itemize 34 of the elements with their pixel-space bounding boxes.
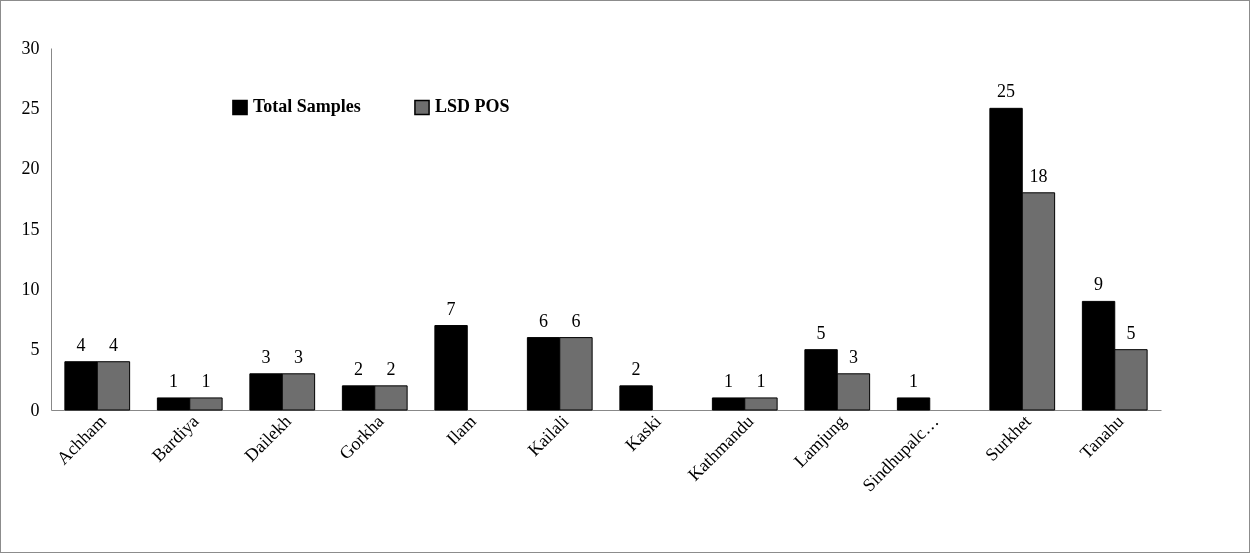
data-label: 7 <box>446 298 456 319</box>
data-label: 5 <box>1126 322 1136 343</box>
legend-label: LSD POS <box>435 96 510 117</box>
data-label: 3 <box>848 346 858 367</box>
legend-label: Total Samples <box>253 96 361 117</box>
data-label: 3 <box>261 346 271 367</box>
data-label: 6 <box>539 310 549 331</box>
data-label: 2 <box>386 358 396 379</box>
data-label: 6 <box>571 310 581 331</box>
data-label: 1 <box>724 370 734 391</box>
data-label: 1 <box>909 370 919 391</box>
y-tick-label: 30 <box>21 37 40 58</box>
bar <box>619 385 653 411</box>
data-label: 3 <box>293 346 303 367</box>
y-tick-label: 10 <box>21 278 40 299</box>
data-label: 2 <box>631 358 641 379</box>
data-label: 25 <box>997 81 1016 102</box>
y-tick-label: 20 <box>21 158 40 179</box>
data-label: 1 <box>201 370 211 391</box>
data-label: 2 <box>354 358 364 379</box>
data-label: 9 <box>1094 274 1104 295</box>
bar <box>896 397 931 411</box>
y-tick-label: 5 <box>30 339 40 360</box>
data-label: 4 <box>108 334 118 355</box>
data-label: 4 <box>76 334 86 355</box>
y-tick-label: 0 <box>30 399 40 420</box>
data-label: 18 <box>1029 165 1048 186</box>
y-tick-label: 25 <box>21 97 40 118</box>
data-label: 1 <box>169 370 179 391</box>
y-tick-label: 15 <box>21 218 40 239</box>
data-label: 5 <box>816 322 826 343</box>
data-label: 1 <box>756 370 766 391</box>
bar <box>434 325 468 411</box>
x-tick-label: Ilam <box>442 411 480 449</box>
